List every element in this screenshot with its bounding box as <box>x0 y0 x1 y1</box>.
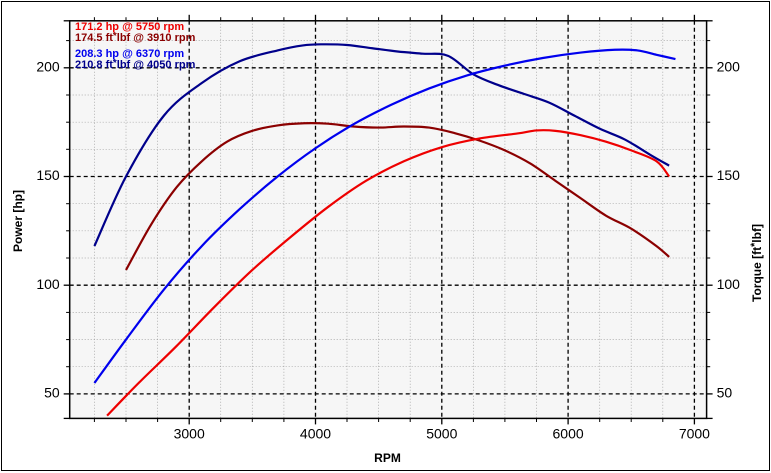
svg-text:100: 100 <box>717 276 741 292</box>
svg-text:7000: 7000 <box>679 425 710 441</box>
svg-text:50: 50 <box>44 385 60 401</box>
svg-text:3000: 3000 <box>174 425 205 441</box>
svg-text:4000: 4000 <box>300 425 331 441</box>
svg-text:150: 150 <box>36 167 60 183</box>
svg-text:6000: 6000 <box>553 425 584 441</box>
svg-text:5000: 5000 <box>426 425 457 441</box>
svg-text:50: 50 <box>717 385 733 401</box>
svg-text:200: 200 <box>717 59 741 75</box>
svg-text:200: 200 <box>36 59 60 75</box>
svg-text:100: 100 <box>36 276 60 292</box>
svg-text:150: 150 <box>717 167 741 183</box>
